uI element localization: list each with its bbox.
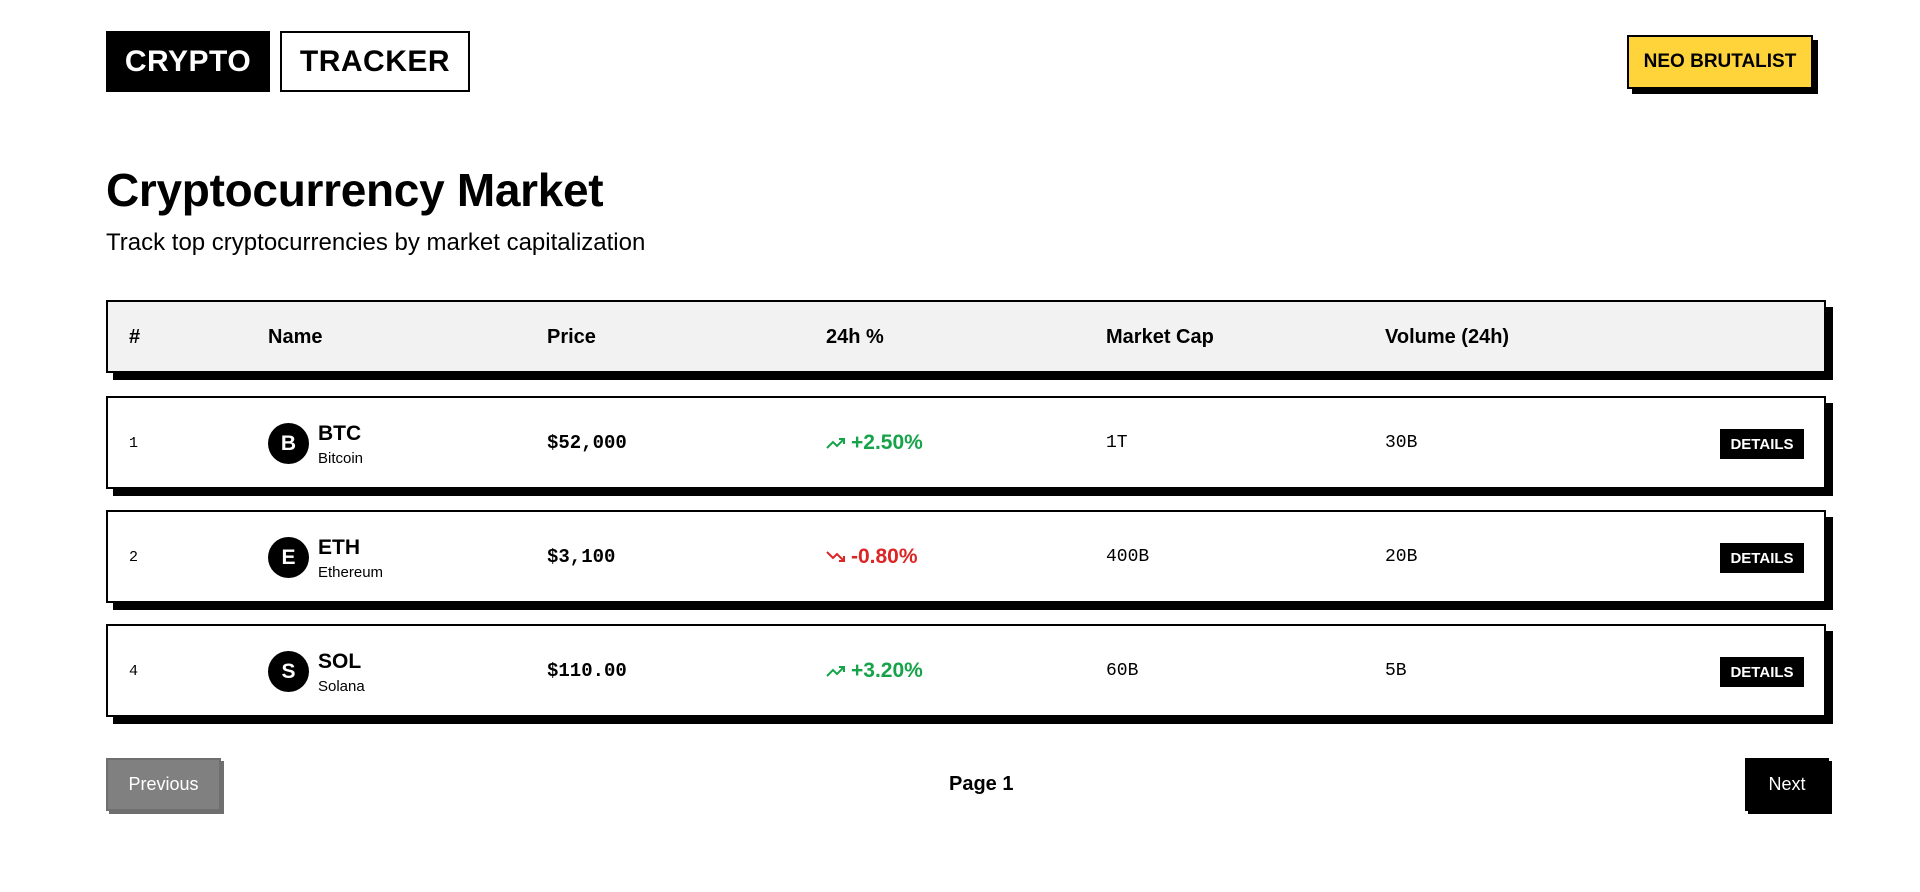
page-indicator: Page 1 xyxy=(949,773,1014,795)
table-row[interactable]: 2 E ETH Ethereum $3,100 -0.80% 400B 20B … xyxy=(106,510,1826,603)
coin-name: Ethereum xyxy=(318,564,384,581)
market-cap-cell: 1T xyxy=(1106,433,1128,453)
rank-cell: 2 xyxy=(129,549,139,566)
rank-cell: 4 xyxy=(129,663,139,680)
price-cell: $110.00 xyxy=(547,660,627,682)
column-header-change: 24h % xyxy=(826,326,884,348)
logo-tracker: TRACKER xyxy=(280,31,470,92)
theme-badge: NEO BRUTALIST xyxy=(1627,35,1813,89)
details-button[interactable]: DETAILS xyxy=(1720,657,1804,687)
volume-cell: 20B xyxy=(1385,547,1418,567)
details-button[interactable]: DETAILS xyxy=(1720,543,1804,573)
trending-up-icon xyxy=(826,438,845,449)
table-row[interactable]: 4 S SOL Solana $110.00 +3.20% 60B 5B DET… xyxy=(106,624,1826,717)
coin-name: Solana xyxy=(318,678,365,695)
coin-symbol: BTC xyxy=(318,422,362,445)
previous-button[interactable]: Previous xyxy=(106,758,221,811)
change-value: +2.50% xyxy=(851,431,923,454)
coin-avatar: B xyxy=(268,423,309,464)
page-subtitle: Track top cryptocurrencies by market cap… xyxy=(106,229,646,256)
change-value: +3.20% xyxy=(851,659,923,682)
volume-cell: 5B xyxy=(1385,661,1407,681)
pagination: Previous Page 1 Next xyxy=(106,758,1829,814)
coin-symbol: ETH xyxy=(318,536,360,559)
logo[interactable]: CRYPTO TRACKER xyxy=(106,31,470,92)
column-header-volume: Volume (24h) xyxy=(1385,326,1510,348)
price-cell: $52,000 xyxy=(547,432,627,454)
coin-symbol: SOL xyxy=(318,650,362,673)
market-cap-cell: 400B xyxy=(1106,547,1150,567)
logo-crypto: CRYPTO xyxy=(106,31,270,92)
rank-cell: 1 xyxy=(129,435,139,452)
column-header-rank: # xyxy=(129,326,141,348)
column-header-price: Price xyxy=(547,326,596,348)
header: CRYPTO TRACKER NEO BRUTALIST xyxy=(106,31,1827,95)
change-value: -0.80% xyxy=(851,545,918,568)
change-cell: +3.20% xyxy=(826,659,923,683)
next-button[interactable]: Next xyxy=(1745,758,1829,811)
volume-cell: 30B xyxy=(1385,433,1418,453)
page-title: Cryptocurrency Market xyxy=(106,164,604,216)
trending-down-icon xyxy=(826,551,845,562)
table-header: # Name Price 24h % Market Cap Volume (24… xyxy=(106,300,1826,373)
column-header-market-cap: Market Cap xyxy=(1106,326,1214,348)
change-cell: -0.80% xyxy=(826,545,918,569)
market-cap-cell: 60B xyxy=(1106,661,1139,681)
price-cell: $3,100 xyxy=(547,546,616,568)
change-cell: +2.50% xyxy=(826,431,923,455)
details-button[interactable]: DETAILS xyxy=(1720,429,1804,459)
trending-up-icon xyxy=(826,666,845,677)
coin-name: Bitcoin xyxy=(318,450,364,467)
table-row[interactable]: 1 B BTC Bitcoin $52,000 +2.50% 1T 30B DE… xyxy=(106,396,1826,489)
coin-avatar: E xyxy=(268,537,309,578)
coin-avatar: S xyxy=(268,651,309,692)
column-header-name: Name xyxy=(268,326,323,348)
